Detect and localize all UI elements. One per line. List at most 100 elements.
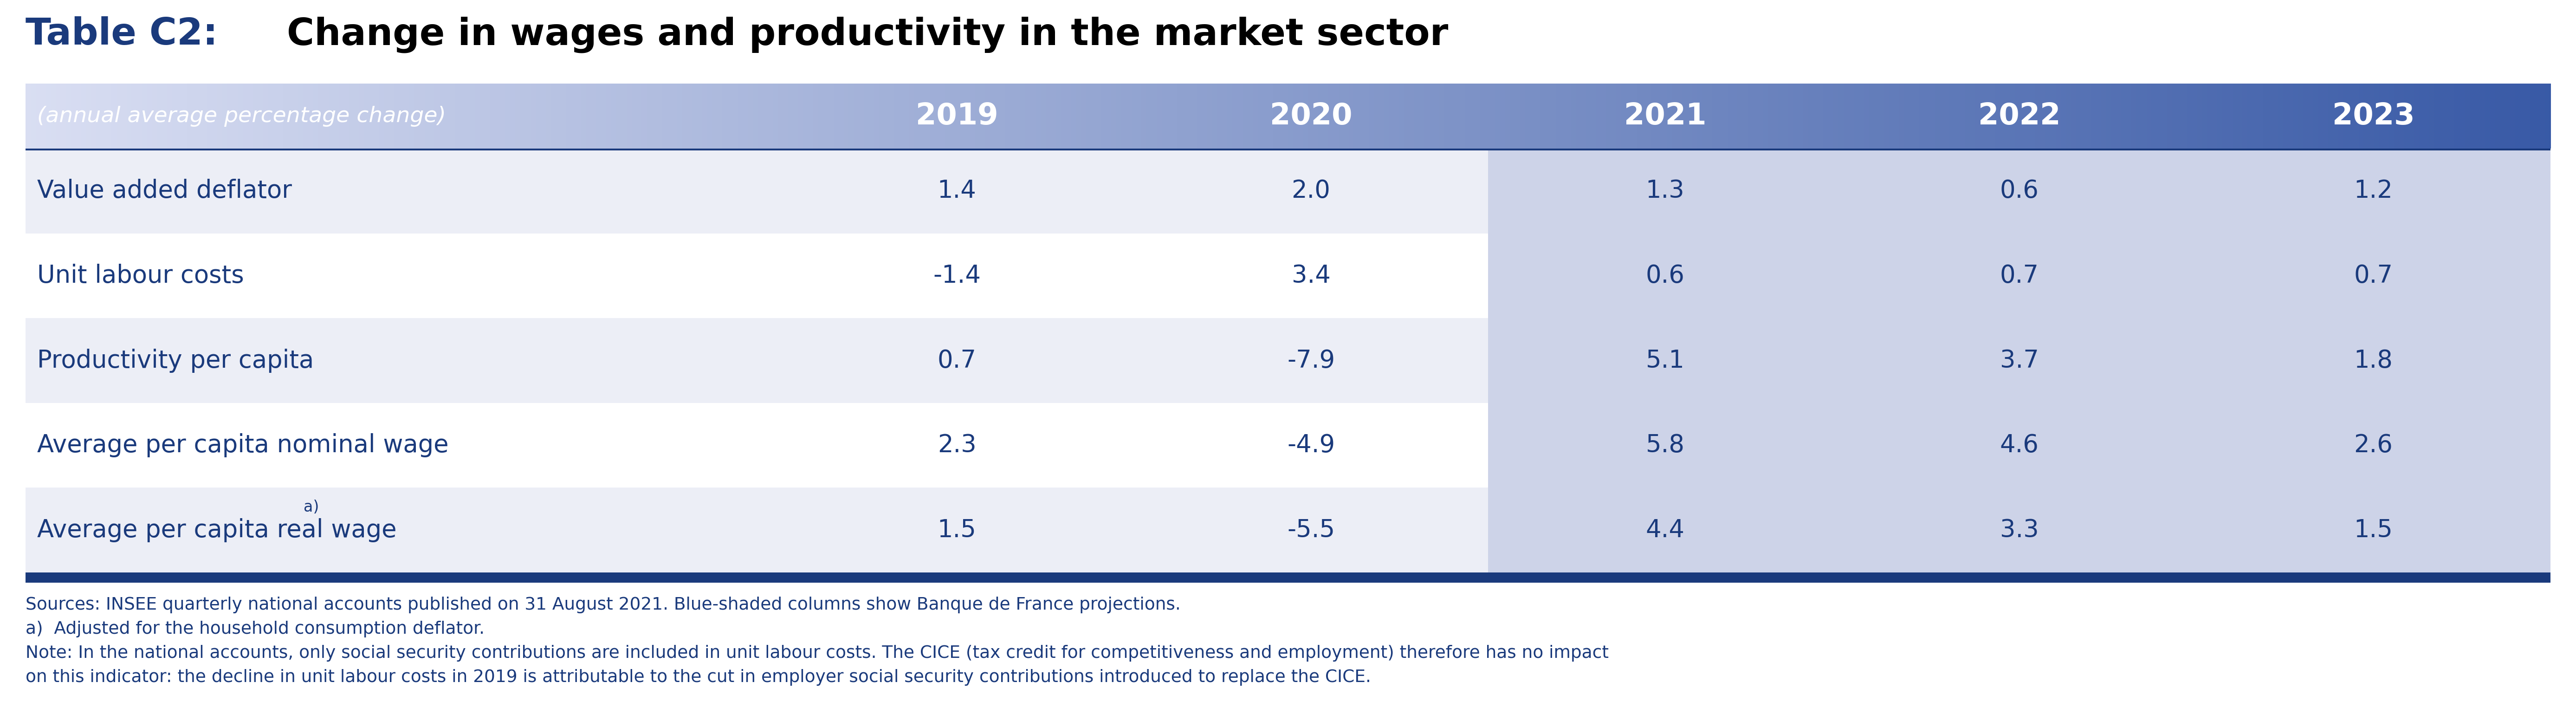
Bar	[1736, 84, 1744, 149]
Text: 2.6: 2.6	[2354, 433, 2393, 457]
Bar	[526, 84, 531, 149]
Bar	[1703, 84, 1708, 149]
Bar	[2025, 84, 2030, 149]
Text: -4.9: -4.9	[1288, 433, 1334, 457]
Text: Sources: INSEE quarterly national accounts published on 31 August 2021. Blue-sha: Sources: INSEE quarterly national accoun…	[26, 597, 1180, 613]
Bar	[26, 234, 1489, 318]
Bar	[1425, 84, 1430, 149]
Text: 2.0: 2.0	[1291, 179, 1329, 203]
Bar	[1878, 84, 1883, 149]
Text: Productivity per capita: Productivity per capita	[36, 349, 314, 373]
Bar	[121, 84, 126, 149]
Bar	[757, 84, 762, 149]
Bar	[840, 84, 845, 149]
Bar	[1798, 84, 1803, 149]
Text: 1.5: 1.5	[2354, 518, 2393, 542]
Bar	[415, 84, 420, 149]
Bar	[1252, 84, 1257, 149]
Bar	[1940, 84, 1945, 149]
Bar	[1976, 84, 1981, 149]
Bar	[1631, 84, 1636, 149]
Bar	[783, 84, 788, 149]
Bar	[1955, 84, 1960, 149]
Bar	[1971, 84, 1976, 149]
Bar	[2524, 84, 2530, 149]
Bar	[2365, 84, 2370, 149]
Bar	[935, 84, 940, 149]
Bar	[95, 84, 100, 149]
Bar	[479, 84, 484, 149]
Bar	[106, 84, 111, 149]
Bar	[714, 84, 719, 149]
Bar	[404, 84, 410, 149]
Bar	[278, 84, 283, 149]
Bar	[1965, 84, 1971, 149]
Bar	[2308, 84, 2313, 149]
Bar	[677, 84, 683, 149]
Bar	[1363, 84, 1368, 149]
Bar	[616, 84, 621, 149]
Bar	[2182, 84, 2187, 149]
Bar	[693, 84, 698, 149]
Bar	[716, 84, 724, 149]
Bar	[2120, 84, 2128, 149]
Bar	[1010, 84, 1015, 149]
Bar	[337, 84, 345, 149]
Bar	[1935, 84, 1940, 149]
Bar	[1582, 84, 1587, 149]
Bar	[1860, 84, 1865, 149]
Bar	[1167, 84, 1172, 149]
Bar	[41, 84, 46, 149]
Text: 0.7: 0.7	[2354, 264, 2393, 288]
Bar	[85, 84, 90, 149]
Bar	[1231, 84, 1236, 149]
Bar	[1625, 84, 1631, 149]
Bar	[1824, 84, 1829, 149]
Bar	[1479, 84, 1486, 149]
Bar	[126, 84, 131, 149]
Bar	[268, 84, 273, 149]
Bar	[116, 84, 121, 149]
Bar	[1218, 84, 1224, 149]
Bar	[142, 84, 147, 149]
Bar	[1636, 84, 1641, 149]
Bar	[961, 84, 966, 149]
Text: -1.4: -1.4	[933, 264, 981, 288]
Bar	[641, 84, 647, 149]
Bar	[1893, 84, 1899, 149]
Bar	[399, 84, 404, 149]
Bar	[167, 84, 173, 149]
Bar	[1494, 84, 1499, 149]
Bar	[2476, 84, 2481, 149]
Bar	[1414, 84, 1419, 149]
Bar	[1247, 84, 1252, 149]
Bar	[2504, 84, 2509, 149]
Bar	[2136, 84, 2141, 149]
Bar	[1718, 84, 1723, 149]
Bar	[2429, 84, 2434, 149]
Bar	[2050, 84, 2056, 149]
Bar	[611, 84, 616, 149]
Bar	[198, 84, 204, 149]
Bar	[1819, 84, 1824, 149]
Bar	[2455, 84, 2460, 149]
Bar	[1752, 84, 1757, 149]
Bar	[2081, 84, 2087, 149]
Bar	[1466, 84, 1471, 149]
Bar	[799, 84, 804, 149]
Bar	[2066, 84, 2071, 149]
Bar	[889, 84, 894, 149]
Bar	[80, 84, 88, 149]
Bar	[162, 84, 167, 149]
Bar	[2509, 84, 2514, 149]
Text: 0.7: 0.7	[938, 349, 976, 373]
Bar	[809, 84, 814, 149]
Bar	[577, 84, 582, 149]
Bar	[2414, 84, 2419, 149]
Bar	[1489, 318, 2550, 403]
Bar	[2486, 84, 2491, 149]
Bar	[26, 488, 1489, 572]
Bar	[1945, 84, 1950, 149]
Bar	[894, 84, 899, 149]
Bar	[914, 84, 920, 149]
